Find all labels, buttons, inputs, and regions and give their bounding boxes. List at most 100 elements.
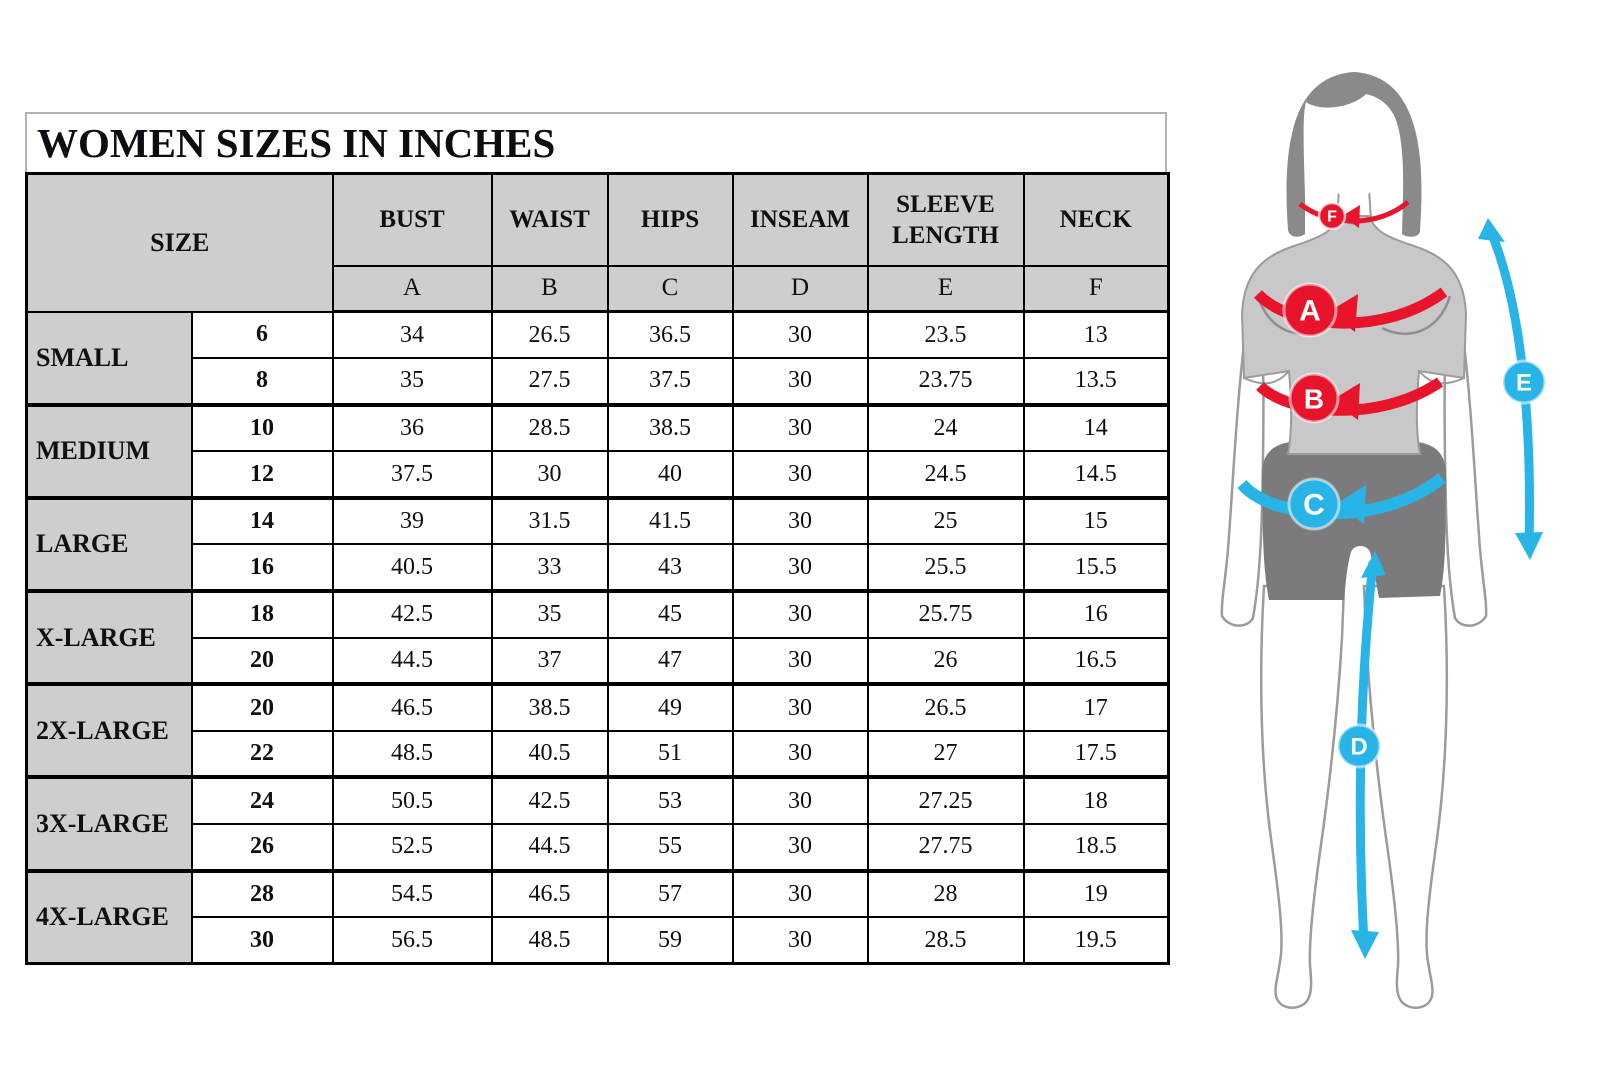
inseam-arrow: D (1336, 551, 1386, 959)
measurement-value-cell: 56.5 (331, 916, 493, 965)
neck-badge (1317, 201, 1347, 231)
measurement-value-cell: 40.5 (331, 543, 493, 593)
measurement-value-cell: 30 (731, 868, 869, 919)
measurement-value-cell: 26.5 (866, 682, 1025, 732)
measurement-value-cell: 37 (490, 636, 609, 686)
measurement-value-cell: 25.75 (866, 589, 1025, 639)
measurement-value-cell: 54.5 (331, 868, 493, 919)
measurement-figure: E D C F A B (1202, 46, 1560, 1041)
size-group-label: SMALL (25, 310, 193, 406)
column-letter-a: A (331, 264, 493, 313)
size-group-label: LARGE (25, 495, 193, 593)
table-row: 16 40.5 33 43 30 25.5 15.5 (27, 543, 1170, 593)
table-row: 12 37.5 30 40 30 24.5 14.5 (27, 450, 1170, 499)
measurement-value-cell: 41.5 (606, 495, 734, 546)
neck-badge-letter: F (1327, 209, 1337, 226)
size-group-label: 3X-LARGE (25, 775, 193, 872)
hips-badge (1287, 477, 1341, 531)
measurement-value-cell: 14 (1022, 402, 1170, 453)
waist-badge-letter: B (1304, 384, 1324, 415)
column-letter-e: E (866, 264, 1025, 313)
measurement-value-cell: 18 (1022, 775, 1170, 826)
measurement-value-cell: 44.5 (331, 636, 493, 686)
size-number-cell: 12 (190, 450, 334, 499)
measurement-value-cell: 50.5 (331, 775, 493, 826)
hips-badge-letter: C (1303, 489, 1325, 522)
measurement-value-cell: 49 (606, 682, 734, 732)
measurement-value-cell: 51 (606, 729, 734, 779)
bust-badge (1282, 282, 1338, 338)
size-number-cell: 6 (190, 310, 334, 360)
measurement-value-cell: 43 (606, 543, 734, 593)
bust-badge-letter: A (1299, 295, 1321, 328)
size-group-label: 2X-LARGE (25, 682, 193, 779)
column-header-bust: BUST (331, 172, 493, 267)
bust-contour-right (1381, 295, 1452, 335)
size-number-cell: 28 (190, 868, 334, 919)
measurement-value-cell: 23.5 (866, 310, 1025, 360)
measurement-value-cell: 28 (866, 868, 1025, 919)
size-number-cell: 24 (190, 775, 334, 826)
measurement-value-cell: 55 (606, 823, 734, 872)
measurement-value-cell: 24.5 (866, 450, 1025, 499)
column-header-inseam: INSEAM (731, 172, 869, 267)
measurement-value-cell: 48.5 (490, 916, 609, 965)
measurement-value-cell: 53 (606, 775, 734, 826)
size-number-cell: 10 (190, 402, 334, 453)
measurement-value-cell: 59 (606, 916, 734, 965)
measurement-value-cell: 30 (731, 729, 869, 779)
measurement-value-cell: 27.25 (866, 775, 1025, 826)
table-row: 8 35 27.5 37.5 30 23.75 13.5 (27, 357, 1170, 406)
measurement-value-cell: 30 (731, 636, 869, 686)
sleeve-badge (1501, 359, 1547, 405)
measurement-value-cell: 30 (731, 543, 869, 593)
size-group-label: 4X-LARGE (25, 868, 193, 965)
measurement-value-cell: 14.5 (1022, 450, 1170, 499)
measurement-value-cell: 15.5 (1022, 543, 1170, 593)
measurement-value-cell: 13 (1022, 310, 1170, 360)
bust-arrow: A (1253, 282, 1448, 338)
page-title-text: WOMEN SIZES IN INCHES (37, 120, 556, 166)
measurement-value-cell: 37.5 (606, 357, 734, 406)
measurement-value-cell: 16 (1022, 589, 1170, 639)
measurement-value-cell: 30 (731, 450, 869, 499)
size-group-label: X-LARGE (25, 589, 193, 686)
measurement-value-cell: 19.5 (1022, 916, 1170, 965)
measurement-value-cell: 23.75 (866, 357, 1025, 406)
measurement-value-cell: 38.5 (606, 402, 734, 453)
measurement-value-cell: 25.5 (866, 543, 1025, 593)
column-header-sleeve-length: SLEEVE LENGTH (866, 172, 1025, 267)
measurement-value-cell: 30 (731, 357, 869, 406)
measurement-value-cell: 36.5 (606, 310, 734, 360)
column-letter-f: F (1022, 264, 1170, 313)
header-row: SIZE BUST WAIST HIPS INSEAM SLEEVE LENGT… (25, 172, 1170, 313)
measurement-value-cell: 25 (866, 495, 1025, 546)
table-row: X-LARGE 18 42.5 35 45 30 25.75 16 (25, 589, 1170, 686)
measurement-value-cell: 57 (606, 868, 734, 919)
neck-arrow: F (1298, 200, 1410, 231)
table-row: 4X-LARGE 28 54.5 46.5 57 30 28 19 (25, 868, 1170, 965)
column-header-hips: HIPS (606, 172, 734, 267)
measurement-value-cell: 36 (331, 402, 493, 453)
measurement-value-cell: 26 (866, 636, 1025, 686)
measurement-value-cell: 48.5 (331, 729, 493, 779)
measurement-value-cell: 42.5 (490, 775, 609, 826)
measurement-value-cell: 46.5 (490, 868, 609, 919)
measurement-value-cell: 30 (731, 823, 869, 872)
measurement-value-cell: 15 (1022, 495, 1170, 546)
measurement-value-cell: 30 (731, 495, 869, 546)
inseam-badge-letter: D (1350, 734, 1367, 761)
column-header-waist: WAIST (490, 172, 609, 267)
size-number-cell: 8 (190, 357, 334, 406)
shorts (1261, 442, 1447, 600)
sleeve-length-arrow: E (1478, 218, 1547, 560)
column-letter-d: D (731, 264, 869, 313)
measurement-value-cell: 17 (1022, 682, 1170, 732)
measurement-value-cell: 35 (490, 589, 609, 639)
measurement-value-cell: 30 (731, 916, 869, 965)
size-number-cell: 20 (190, 636, 334, 686)
women-sizes-table: SIZE BUST WAIST HIPS INSEAM SLEEVE LENGT… (25, 172, 1171, 966)
measurement-value-cell: 30 (490, 450, 609, 499)
measurement-value-cell: 31.5 (490, 495, 609, 546)
measurement-value-cell: 46.5 (331, 682, 493, 732)
